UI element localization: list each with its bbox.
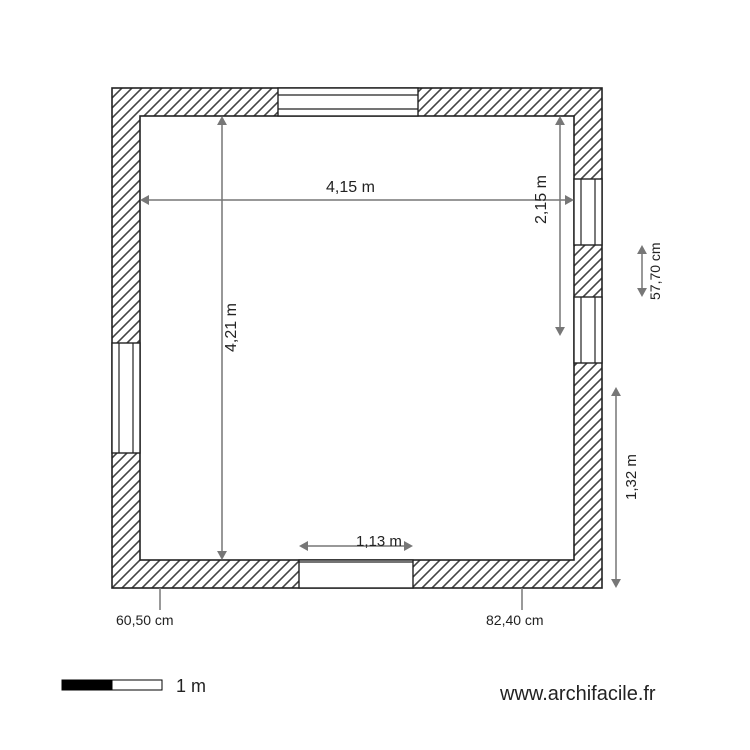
dim-lower_right_label: 1,32 m bbox=[623, 454, 640, 500]
dim-gap_right_label: 57,70 cm bbox=[647, 242, 663, 300]
dim-right_upper_label: 2,15 m bbox=[533, 175, 550, 224]
dim-bottom_left_label: 60,50 cm bbox=[116, 612, 174, 628]
dim-width_label: 4,15 m bbox=[326, 179, 375, 196]
scale-label: 1 m bbox=[176, 676, 206, 696]
dim-door_width_label: 1,13 m bbox=[356, 533, 402, 550]
floor-plan: 4,15 m 4,21 m 2,15 m 1,13 m 57,70 cm 1,32 m 60… bbox=[0, 0, 750, 750]
dim-height_label: 4,21 m bbox=[223, 303, 240, 352]
dim-bottom_right_label: 82,40 cm bbox=[486, 612, 544, 628]
watermark-text: www.archifacile.fr bbox=[499, 683, 656, 705]
